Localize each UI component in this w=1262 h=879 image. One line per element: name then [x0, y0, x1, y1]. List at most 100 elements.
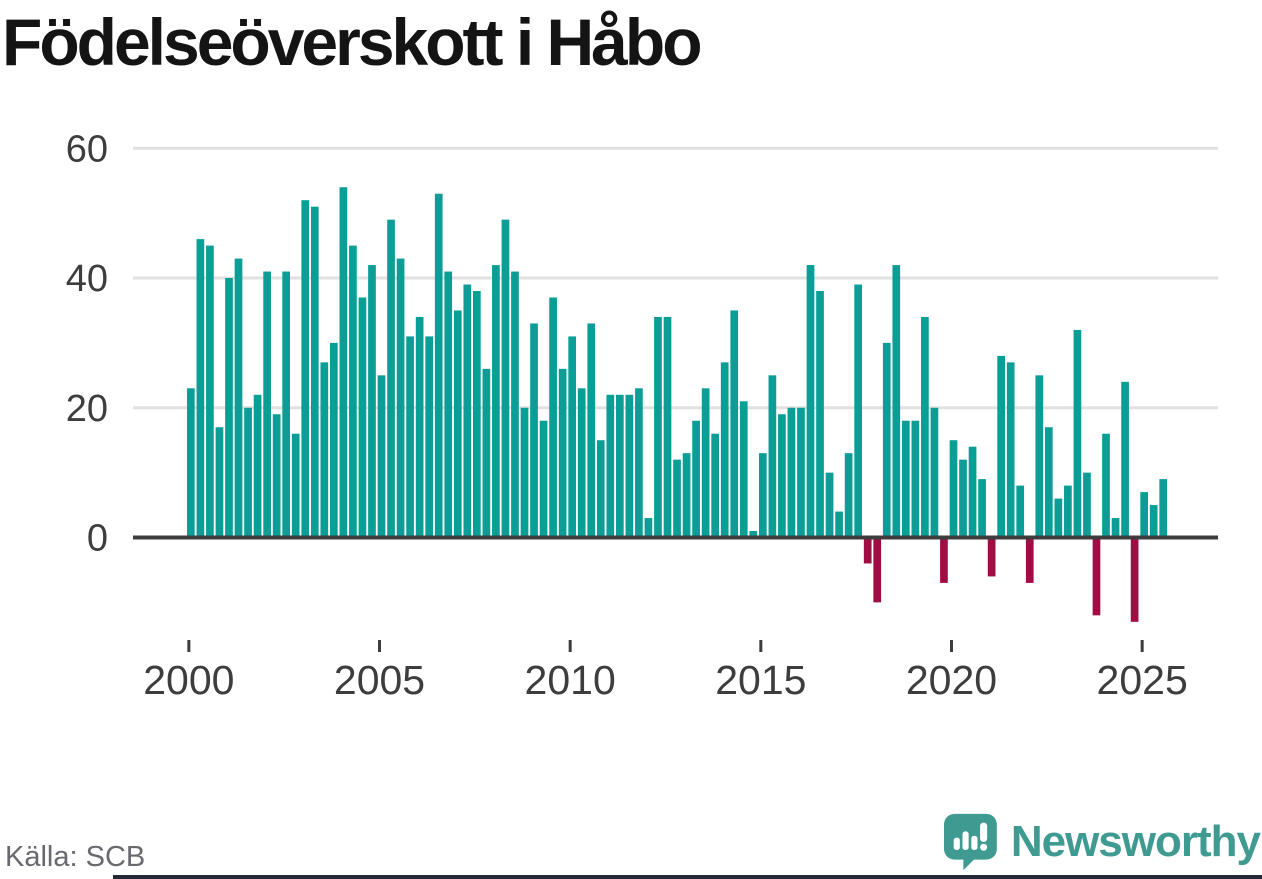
bar: [663, 316, 672, 538]
gridline: [133, 276, 1218, 280]
bar: [625, 394, 634, 538]
gridline: [133, 406, 1218, 410]
bar: [482, 368, 491, 538]
newsworthy-wordmark: Newsworthy: [1010, 817, 1261, 866]
bar: [892, 265, 901, 538]
bar: [1102, 433, 1110, 538]
x-axis-label: 2010: [525, 657, 616, 703]
bar: [406, 336, 414, 538]
bar: [806, 265, 815, 538]
bar: [1121, 381, 1129, 538]
bar: [863, 537, 872, 564]
x-axis-tick: [949, 640, 953, 652]
x-axis-tick: [187, 640, 191, 652]
bar: [1149, 505, 1158, 538]
bar: [673, 459, 681, 538]
y-axis-label: 60: [66, 128, 108, 170]
bar: [291, 433, 300, 538]
bar: [701, 388, 710, 538]
bar: [778, 414, 786, 538]
bar: [825, 472, 834, 538]
bar: [682, 453, 691, 538]
bar: [654, 316, 662, 538]
bar: [911, 420, 920, 538]
gridline: [133, 146, 1218, 150]
bar: [835, 511, 843, 538]
bar: [1083, 472, 1091, 538]
bar: [272, 414, 281, 538]
bar: [959, 459, 967, 538]
newsworthy-icon: [944, 813, 997, 871]
bar: [368, 265, 376, 538]
bar: [377, 375, 386, 538]
bar: [215, 427, 224, 538]
bar: [587, 323, 596, 538]
bar: [453, 310, 462, 538]
bar: [844, 453, 853, 538]
bar: [854, 284, 863, 538]
bar: [720, 362, 729, 538]
bar: [511, 271, 519, 538]
bar: [434, 193, 443, 538]
bar: [253, 394, 262, 538]
x-axis-label: 2025: [1097, 657, 1188, 703]
x-axis-tick: [759, 640, 763, 652]
bar: [797, 407, 805, 538]
bar: [787, 407, 796, 538]
bar: [501, 219, 510, 538]
x-axis-label: 2000: [143, 657, 234, 703]
bar: [472, 291, 481, 538]
bar: [1111, 518, 1120, 538]
bar: [739, 401, 748, 538]
bar: [968, 446, 977, 538]
bar: [873, 537, 882, 603]
x-axis-tick: [1140, 640, 1144, 652]
bar: [577, 388, 586, 538]
bar: [1016, 485, 1025, 538]
bar: [349, 245, 357, 538]
bar: [320, 362, 329, 538]
bar: [329, 342, 338, 538]
bar: [816, 291, 824, 538]
bar: [244, 407, 252, 538]
bar: [196, 239, 205, 538]
bottom-border: [113, 875, 1262, 879]
bar: [339, 187, 348, 538]
bar: [301, 200, 310, 538]
bar: [530, 323, 538, 538]
bar: [1035, 375, 1044, 538]
bar: [644, 518, 653, 538]
bar: [1044, 427, 1053, 538]
bar: [615, 394, 624, 538]
bar: [282, 271, 291, 538]
chart-title: Födelseöverskott i Håbo: [2, 5, 703, 79]
bar: [225, 278, 233, 538]
bar: [987, 537, 996, 577]
bar: [882, 342, 891, 538]
y-axis-label: 0: [87, 518, 108, 560]
bar: [558, 368, 567, 538]
bar: [930, 407, 939, 538]
bar: [940, 537, 948, 583]
bar: [596, 440, 605, 538]
bar: [1140, 492, 1148, 538]
x-axis-tick: [378, 640, 382, 652]
bar: [415, 316, 424, 538]
newsworthy-logo: Newsworthy: [944, 810, 1261, 874]
bar: [921, 316, 929, 538]
bar: [635, 388, 643, 538]
bar-chart: 0 20 40 60 2000 2005 2010 2015 2020 2025: [66, 128, 1218, 703]
bar: [1025, 537, 1034, 583]
bar: [1092, 537, 1101, 616]
x-axis-label: 2015: [715, 657, 806, 703]
bar: [901, 420, 910, 538]
bar: [520, 407, 529, 538]
x-axis-label: 2005: [334, 657, 425, 703]
bar: [1006, 362, 1015, 538]
bar: [978, 479, 986, 538]
bar: [1073, 329, 1082, 538]
bar: [310, 206, 319, 538]
bar: [1064, 485, 1072, 538]
bar: [444, 271, 453, 538]
